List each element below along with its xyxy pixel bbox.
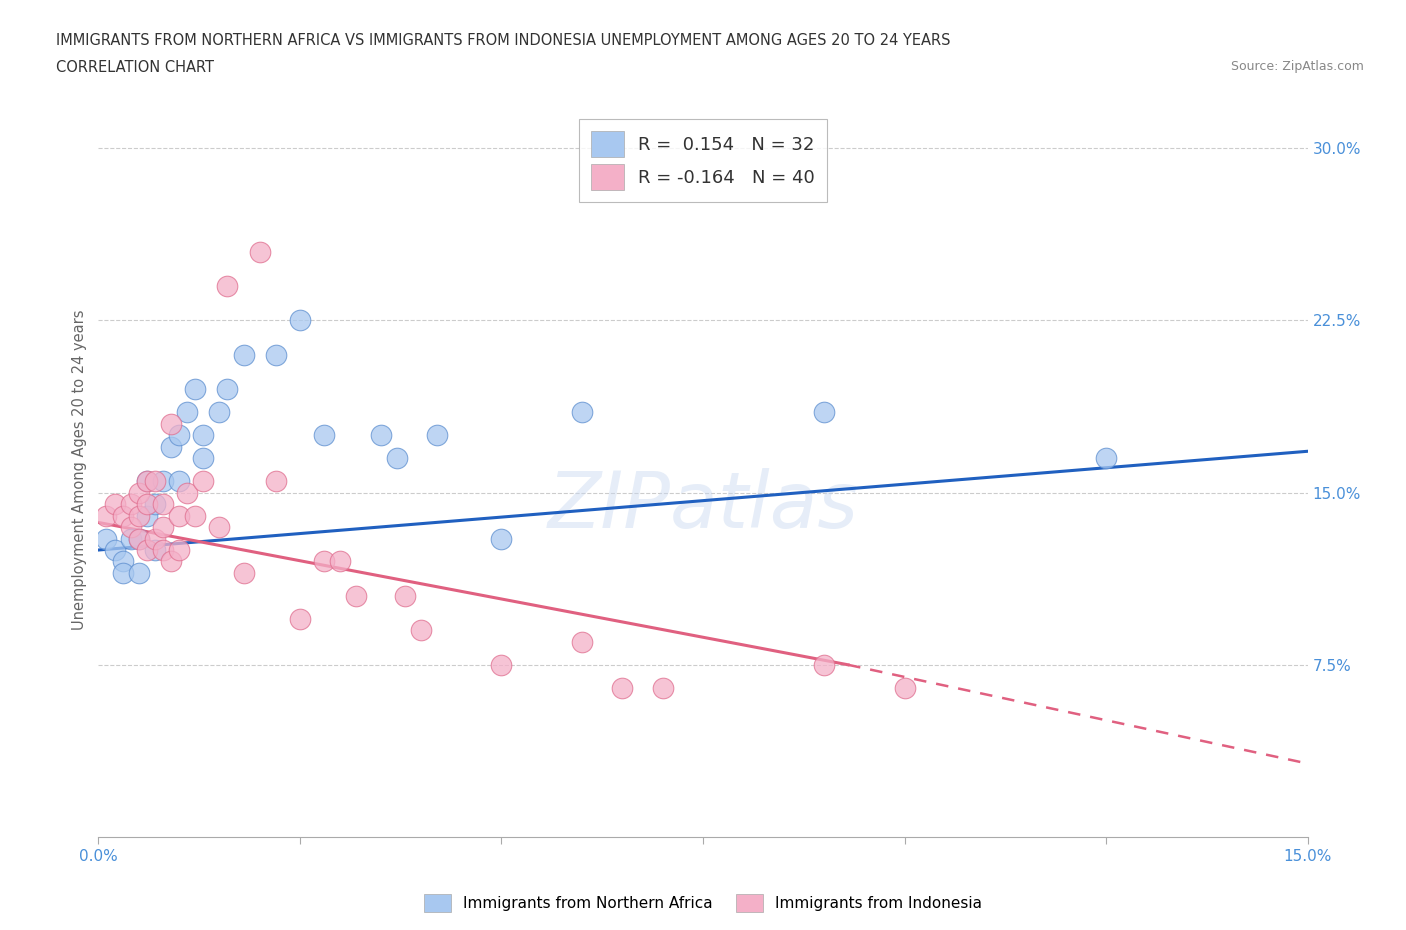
Point xyxy=(135,473,157,488)
Point xyxy=(249,244,271,259)
Point xyxy=(409,623,432,638)
Point xyxy=(135,497,157,512)
Point xyxy=(394,589,416,604)
Point xyxy=(651,681,673,696)
Point xyxy=(120,531,142,546)
Point xyxy=(135,473,157,488)
Point xyxy=(232,565,254,580)
Point xyxy=(232,348,254,363)
Point xyxy=(571,634,593,649)
Point xyxy=(128,485,150,500)
Point xyxy=(96,508,118,523)
Point xyxy=(208,405,231,419)
Point xyxy=(128,508,150,523)
Point xyxy=(193,451,215,466)
Point xyxy=(152,473,174,488)
Point xyxy=(491,658,513,672)
Point xyxy=(612,681,634,696)
Point xyxy=(264,348,287,363)
Point xyxy=(143,473,166,488)
Point xyxy=(426,428,449,443)
Point xyxy=(491,531,513,546)
Point xyxy=(288,313,311,328)
Point xyxy=(120,520,142,535)
Point xyxy=(120,497,142,512)
Point xyxy=(167,428,190,443)
Point xyxy=(167,508,190,523)
Point xyxy=(1095,451,1118,466)
Text: Source: ZipAtlas.com: Source: ZipAtlas.com xyxy=(1230,60,1364,73)
Point xyxy=(152,497,174,512)
Point xyxy=(264,473,287,488)
Point xyxy=(128,531,150,546)
Point xyxy=(208,520,231,535)
Point xyxy=(128,531,150,546)
Point xyxy=(344,589,367,604)
Point xyxy=(176,485,198,500)
Point xyxy=(111,554,134,569)
Point xyxy=(217,279,239,294)
Point xyxy=(152,520,174,535)
Point xyxy=(813,405,835,419)
Point xyxy=(193,473,215,488)
Point xyxy=(288,611,311,626)
Point xyxy=(160,439,183,454)
Point xyxy=(193,428,215,443)
Point xyxy=(135,542,157,557)
Point xyxy=(167,542,190,557)
Point xyxy=(160,417,183,432)
Point xyxy=(143,542,166,557)
Legend: R =  0.154   N = 32, R = -0.164   N = 40: R = 0.154 N = 32, R = -0.164 N = 40 xyxy=(578,119,828,202)
Point xyxy=(96,531,118,546)
Point xyxy=(111,565,134,580)
Point xyxy=(314,554,336,569)
Point xyxy=(135,508,157,523)
Point xyxy=(103,497,125,512)
Point xyxy=(176,405,198,419)
Point xyxy=(184,382,207,397)
Text: CORRELATION CHART: CORRELATION CHART xyxy=(56,60,214,75)
Point xyxy=(571,405,593,419)
Point xyxy=(184,508,207,523)
Text: ZIPatlas: ZIPatlas xyxy=(547,469,859,544)
Y-axis label: Unemployment Among Ages 20 to 24 years: Unemployment Among Ages 20 to 24 years xyxy=(72,310,87,630)
Point xyxy=(893,681,915,696)
Point xyxy=(103,542,125,557)
Legend: Immigrants from Northern Africa, Immigrants from Indonesia: Immigrants from Northern Africa, Immigra… xyxy=(418,888,988,918)
Point xyxy=(329,554,352,569)
Text: IMMIGRANTS FROM NORTHERN AFRICA VS IMMIGRANTS FROM INDONESIA UNEMPLOYMENT AMONG : IMMIGRANTS FROM NORTHERN AFRICA VS IMMIG… xyxy=(56,33,950,47)
Point xyxy=(385,451,408,466)
Point xyxy=(167,473,190,488)
Point xyxy=(813,658,835,672)
Point xyxy=(314,428,336,443)
Point xyxy=(143,497,166,512)
Point xyxy=(160,554,183,569)
Point xyxy=(217,382,239,397)
Point xyxy=(128,565,150,580)
Point xyxy=(111,508,134,523)
Point xyxy=(143,531,166,546)
Point xyxy=(370,428,392,443)
Point xyxy=(152,542,174,557)
